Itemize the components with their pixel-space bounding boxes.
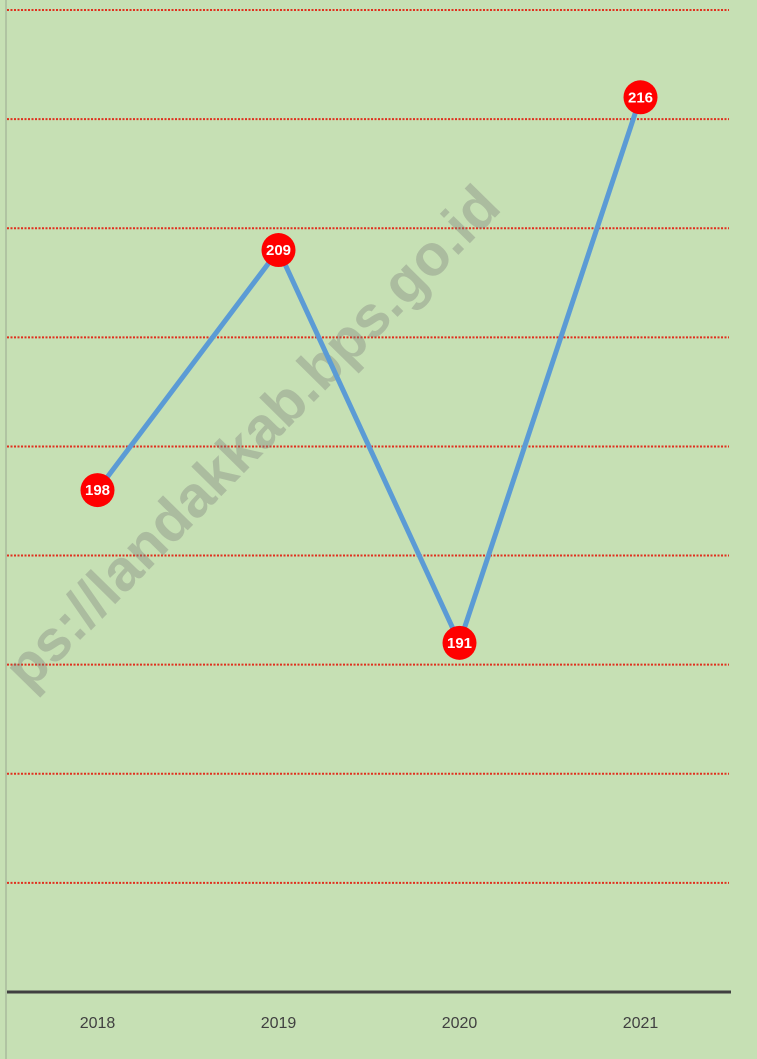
data-point (261, 233, 296, 268)
data-point (442, 625, 477, 660)
x-tick-label: 2019 (261, 1015, 297, 1032)
x-tick-label: 2020 (442, 1015, 478, 1032)
data-label: 191 (447, 635, 472, 652)
data-label: 209 (266, 242, 291, 259)
data-line (95, 96, 643, 650)
data-label: 198 (85, 482, 110, 499)
x-tick-label: 2021 (623, 1015, 659, 1032)
data-point (80, 473, 115, 508)
data-label: 216 (628, 89, 653, 106)
data-point (623, 80, 658, 115)
x-tick-label: 2018 (80, 1015, 116, 1032)
